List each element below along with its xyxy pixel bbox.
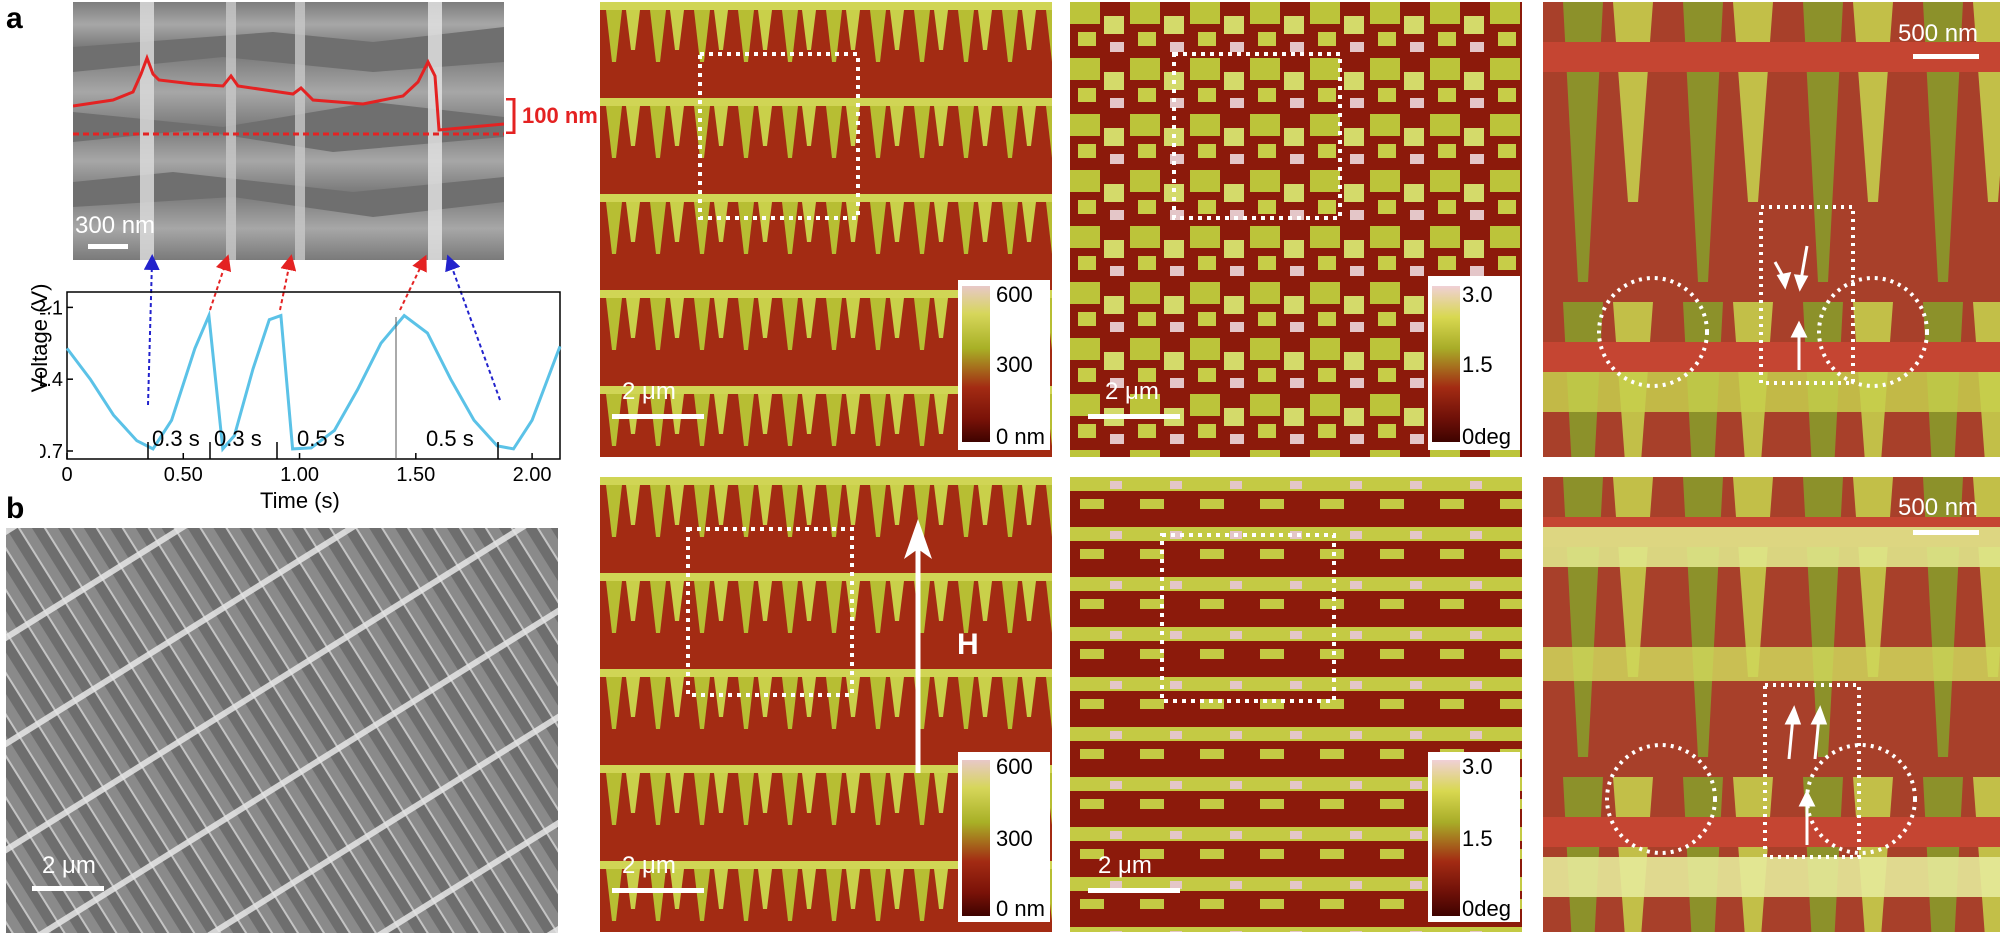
- x-tick-label: 0.50: [164, 464, 203, 486]
- duration-label: 0.3 s: [214, 426, 262, 451]
- roi-box: [1172, 52, 1342, 220]
- field-direction-label: H: [957, 628, 979, 661]
- panel-label-a: a: [6, 2, 23, 35]
- colorbar-min-d: 0deg: [1462, 424, 1511, 449]
- sem-image-b: [6, 528, 558, 933]
- y-tick-label: 1.4: [40, 369, 63, 391]
- scalebar-g: [1088, 888, 1180, 893]
- roi-box: [1759, 205, 1855, 385]
- colorbar-max-f: 600: [996, 754, 1033, 779]
- colorbar-g: [1432, 760, 1460, 916]
- scalebar-label-g: 2 μm: [1098, 852, 1152, 879]
- y-tick-label: 2.1: [40, 297, 63, 319]
- colorbar-min-c: 0 nm: [996, 424, 1045, 449]
- dotted-circle: [1597, 276, 1709, 388]
- scalebar-e: [1913, 54, 1979, 59]
- colorbar-d: [1432, 286, 1460, 442]
- y-tick-label: 0.7: [40, 441, 63, 463]
- height-bracket: [506, 98, 516, 134]
- roi-box: [698, 52, 860, 220]
- scalebar-label-a: 300 nm: [75, 212, 156, 239]
- roi-box: [1763, 683, 1861, 859]
- plot-frame: [66, 291, 561, 460]
- panel-label-b: b: [6, 492, 25, 525]
- height-label: 100 nm: [522, 103, 598, 128]
- colorbar-max-c: 600: [996, 282, 1033, 307]
- x-tick-label: 1.50: [396, 464, 435, 486]
- colorbar-mid-g: 1.5: [1462, 826, 1493, 851]
- scalebar-label-c: 2 μm: [622, 378, 676, 405]
- duration-label: 0.3 s: [152, 426, 200, 451]
- scalebar-f: [612, 888, 704, 893]
- scalebar-d: [1088, 414, 1180, 419]
- x-tick-label: 2.00: [513, 464, 552, 486]
- duration-label: 0.5 s: [297, 426, 345, 451]
- dotted-circle: [1817, 276, 1929, 388]
- colorbar-min-g: 0deg: [1462, 896, 1511, 921]
- scalebar-b: [32, 886, 104, 891]
- voltage-series-line: [65, 309, 562, 453]
- scalebar-label-e: 500 nm: [1898, 20, 1979, 47]
- colorbar-mid-c: 300: [996, 352, 1033, 377]
- x-axis-label: Time (s): [260, 488, 340, 513]
- scalebar-label-f: 2 μm: [622, 852, 676, 879]
- scalebar-a: [88, 244, 128, 249]
- duration-label: 0.5 s: [426, 426, 474, 451]
- scalebar-label-d: 2 μm: [1105, 378, 1159, 405]
- roi-box: [686, 527, 854, 697]
- colorbar-max-d: 3.0: [1462, 282, 1493, 307]
- scalebar-label-h: 500 nm: [1898, 494, 1979, 521]
- voltage-chart: 0 0.50 1.00 1.50 2.00 0.7 1.4 2.1: [40, 291, 562, 486]
- colorbar-mid-d: 1.5: [1462, 352, 1493, 377]
- colorbar-mid-f: 300: [996, 826, 1033, 851]
- dotted-circle: [1605, 743, 1717, 855]
- colorbar-max-g: 3.0: [1462, 754, 1493, 779]
- afm-overlay-image-e: [1543, 2, 2000, 457]
- colorbar-min-f: 0 nm: [996, 896, 1045, 921]
- scalebar-label-b: 2 μm: [42, 852, 96, 879]
- colorbar-c: [962, 286, 990, 442]
- scalebar-h: [1913, 530, 1979, 535]
- connector-arrows: [143, 254, 501, 406]
- roi-box: [1160, 533, 1336, 703]
- x-tick-label: 0: [61, 464, 72, 486]
- x-tick-label: 1.00: [280, 464, 319, 486]
- afm-overlay-image-h: [1543, 477, 2000, 932]
- scalebar-c: [612, 414, 704, 419]
- sem-image-a: [73, 2, 504, 260]
- colorbar-f: [962, 760, 990, 916]
- field-arrow: [904, 519, 932, 773]
